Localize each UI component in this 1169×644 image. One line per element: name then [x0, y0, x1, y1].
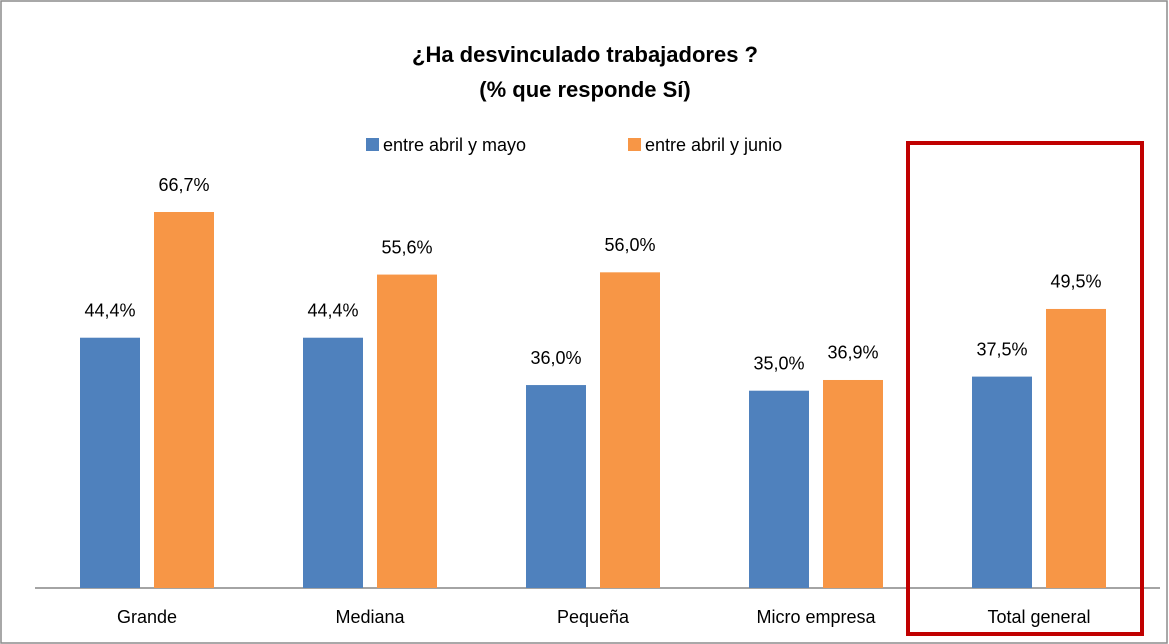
bar: [303, 337, 363, 588]
bar: [600, 272, 660, 588]
bar: [526, 385, 586, 588]
data-label: 37,5%: [976, 339, 1027, 359]
bar: [154, 212, 214, 588]
data-label: 49,5%: [1050, 272, 1101, 292]
bar: [823, 379, 883, 588]
bar: [80, 337, 140, 588]
bar: [1046, 308, 1106, 588]
legend-swatch: [366, 138, 379, 151]
bar: [377, 274, 437, 588]
bar: [749, 390, 809, 588]
chart-title: ¿Ha desvinculado trabajadores ?: [412, 42, 758, 67]
x-tick-label: Mediana: [335, 607, 405, 627]
data-label: 36,0%: [530, 348, 581, 368]
data-label: 44,4%: [84, 300, 135, 320]
data-label: 66,7%: [158, 175, 209, 195]
legend-label: entre abril y mayo: [383, 135, 526, 155]
data-label: 36,9%: [827, 343, 878, 363]
highlight-box: [906, 141, 1144, 636]
chart-subtitle: (% que responde Sí): [479, 77, 690, 102]
data-label: 56,0%: [604, 235, 655, 255]
x-tick-label: Grande: [117, 607, 177, 627]
data-label: 55,6%: [381, 237, 432, 257]
x-tick-label: Micro empresa: [756, 607, 876, 627]
legend-label: entre abril y junio: [645, 135, 782, 155]
x-tick-label: Total general: [987, 607, 1090, 627]
bar: [972, 376, 1032, 588]
data-label: 35,0%: [753, 353, 804, 373]
x-tick-label: Pequeña: [557, 607, 630, 627]
legend-swatch: [628, 138, 641, 151]
data-label: 44,4%: [307, 300, 358, 320]
